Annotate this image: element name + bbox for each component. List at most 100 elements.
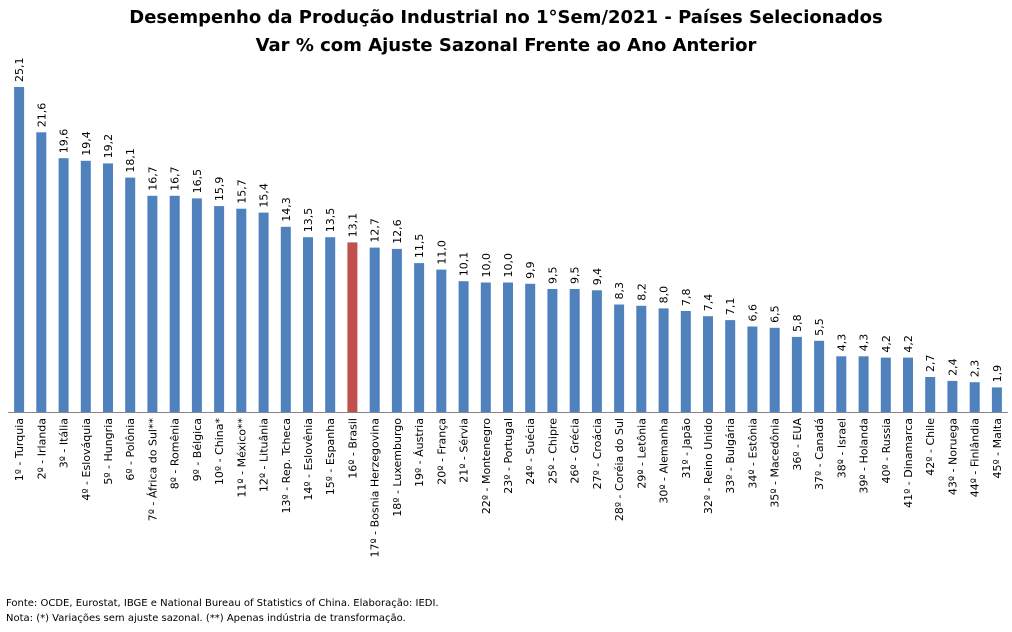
x-tick-label: 11º - México** <box>235 418 248 498</box>
data-label: 16,5 <box>191 169 204 194</box>
data-label: 12,7 <box>369 218 382 243</box>
data-label: 10,0 <box>502 253 515 278</box>
x-tick-label: 16º - Brasil <box>346 418 359 479</box>
bar <box>236 208 247 412</box>
x-tick-label: 37º - Canadá <box>813 418 826 490</box>
data-label: 16,7 <box>169 166 182 191</box>
data-label: 15,9 <box>213 177 226 202</box>
data-label: 13,5 <box>302 208 315 233</box>
x-tick-label: 20º - França <box>435 418 448 485</box>
x-tick-label: 45º - Malta <box>991 418 1004 478</box>
bar <box>125 177 136 412</box>
bar <box>747 326 758 412</box>
bar <box>703 316 713 412</box>
bar <box>903 357 913 412</box>
bar <box>969 382 980 412</box>
x-tick-label: 44º - Finlândia <box>969 418 982 497</box>
x-tick-label: 41º - Dinamarca <box>902 418 915 508</box>
bar <box>836 356 847 412</box>
source-note: Fonte: OCDE, Eurostat, IBGE e National B… <box>6 598 439 609</box>
x-tick-label: 24º - Suécia <box>524 418 537 485</box>
x-tick-label: 9º - Bélgica <box>191 418 204 481</box>
bar <box>391 248 402 412</box>
x-tick-label: 21º - Sérvia <box>458 418 471 483</box>
x-tick-label: 28º - Coréia do Sul <box>613 418 626 521</box>
data-label: 9,9 <box>524 261 537 279</box>
data-label: 2,7 <box>924 355 937 373</box>
x-tick-label: 6º - Polônia <box>124 418 137 481</box>
bar <box>303 237 313 412</box>
x-tick-label: 4º - Eslováquia <box>80 418 93 501</box>
x-tick-label: 33º - Bulgária <box>724 418 737 494</box>
data-label: 7,4 <box>702 294 715 312</box>
data-label: 8,3 <box>613 282 626 300</box>
data-label: 12,6 <box>391 219 404 244</box>
bar <box>458 281 469 412</box>
data-label: 11,5 <box>413 234 426 259</box>
bar <box>591 290 602 412</box>
bar <box>658 308 669 412</box>
x-tick-label: 25º - Chipre <box>546 418 559 484</box>
bar <box>347 242 358 412</box>
bar <box>814 340 825 412</box>
bar <box>503 282 513 412</box>
data-label: 21,6 <box>35 103 48 128</box>
x-tick-label: 12º - Lituânia <box>258 418 271 492</box>
data-label: 6,6 <box>746 304 759 322</box>
data-label: 16,7 <box>146 166 159 191</box>
data-label: 5,8 <box>791 314 804 332</box>
data-label: 14,3 <box>280 197 293 222</box>
bar <box>191 198 202 412</box>
data-label: 19,2 <box>102 134 115 159</box>
x-tick-label: 40º - Russia <box>880 418 893 484</box>
x-tick-label: 10º - China* <box>213 418 226 486</box>
x-tick-label: 35º - Macedônia <box>769 418 782 508</box>
x-tick-label: 15º - Espanha <box>324 418 337 495</box>
x-tick-label: 38º - Israel <box>835 418 848 478</box>
x-tick-label: 43º - Noruega <box>946 418 959 495</box>
data-label: 2,4 <box>946 358 959 376</box>
bar <box>169 195 180 412</box>
data-label: 5,5 <box>813 318 826 336</box>
chart-title: Desempenho da Produção Industrial no 1°S… <box>129 7 883 28</box>
bar <box>325 237 336 412</box>
data-label: 10,0 <box>480 253 493 278</box>
bar <box>880 357 891 412</box>
data-label: 6,5 <box>769 305 782 323</box>
x-tick-label: 26º - Grécia <box>569 418 582 484</box>
x-tick-label: 34º - Estônia <box>746 418 759 489</box>
data-label: 4,3 <box>835 334 848 352</box>
bar <box>369 247 380 412</box>
x-tick-label: 18º - Luxemburgo <box>391 418 404 517</box>
data-label: 9,5 <box>569 267 582 285</box>
bar <box>947 380 958 412</box>
x-tick-label: 39º - Holanda <box>858 418 871 494</box>
bar <box>80 160 91 412</box>
data-label: 19,4 <box>80 131 93 156</box>
data-label: 13,5 <box>324 208 337 233</box>
bar <box>147 195 158 412</box>
x-tick-label: 42º - Chile <box>924 418 937 476</box>
bar <box>769 327 780 412</box>
bar <box>991 387 1002 412</box>
x-tick-label: 7º - África do Sul** <box>146 418 159 522</box>
bar <box>480 282 491 412</box>
chart-subtitle: Var % com Ajuste Sazonal Frente ao Ano A… <box>255 35 757 56</box>
x-tick-label: 32º - Reino Unido <box>702 418 715 514</box>
data-label: 15,7 <box>235 179 248 203</box>
x-tick-label: 14º - Eslovênia <box>302 418 315 501</box>
x-tick-label: 31º - Japão <box>680 418 693 479</box>
x-tick-label: 23º - Portugal <box>502 418 515 494</box>
data-label: 9,5 <box>546 267 559 285</box>
bar <box>214 206 225 412</box>
data-label: 11,0 <box>435 240 448 265</box>
bar <box>791 336 802 412</box>
x-tick-label: 2º - Irlanda <box>35 418 48 479</box>
bar <box>569 289 580 412</box>
data-label: 7,8 <box>680 289 693 307</box>
x-tick-label: 17º - Bosnia Herzegovina <box>369 418 382 558</box>
data-label: 8,2 <box>635 283 648 301</box>
bar <box>547 289 558 412</box>
bar <box>614 304 625 412</box>
data-label: 18,1 <box>124 148 137 173</box>
